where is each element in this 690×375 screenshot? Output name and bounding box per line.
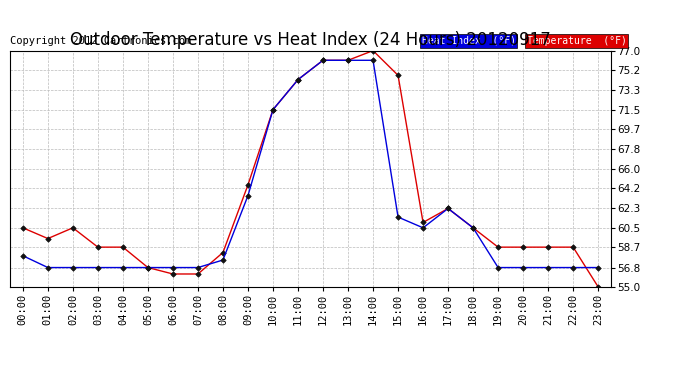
Title: Outdoor Temperature vs Heat Index (24 Hours) 20120917: Outdoor Temperature vs Heat Index (24 Ho… (70, 31, 551, 49)
Text: Heat Index  (°F): Heat Index (°F) (422, 36, 515, 46)
Text: Temperature  (°F): Temperature (°F) (526, 36, 627, 46)
Text: Copyright 2012 Cartronics.com: Copyright 2012 Cartronics.com (10, 36, 192, 46)
